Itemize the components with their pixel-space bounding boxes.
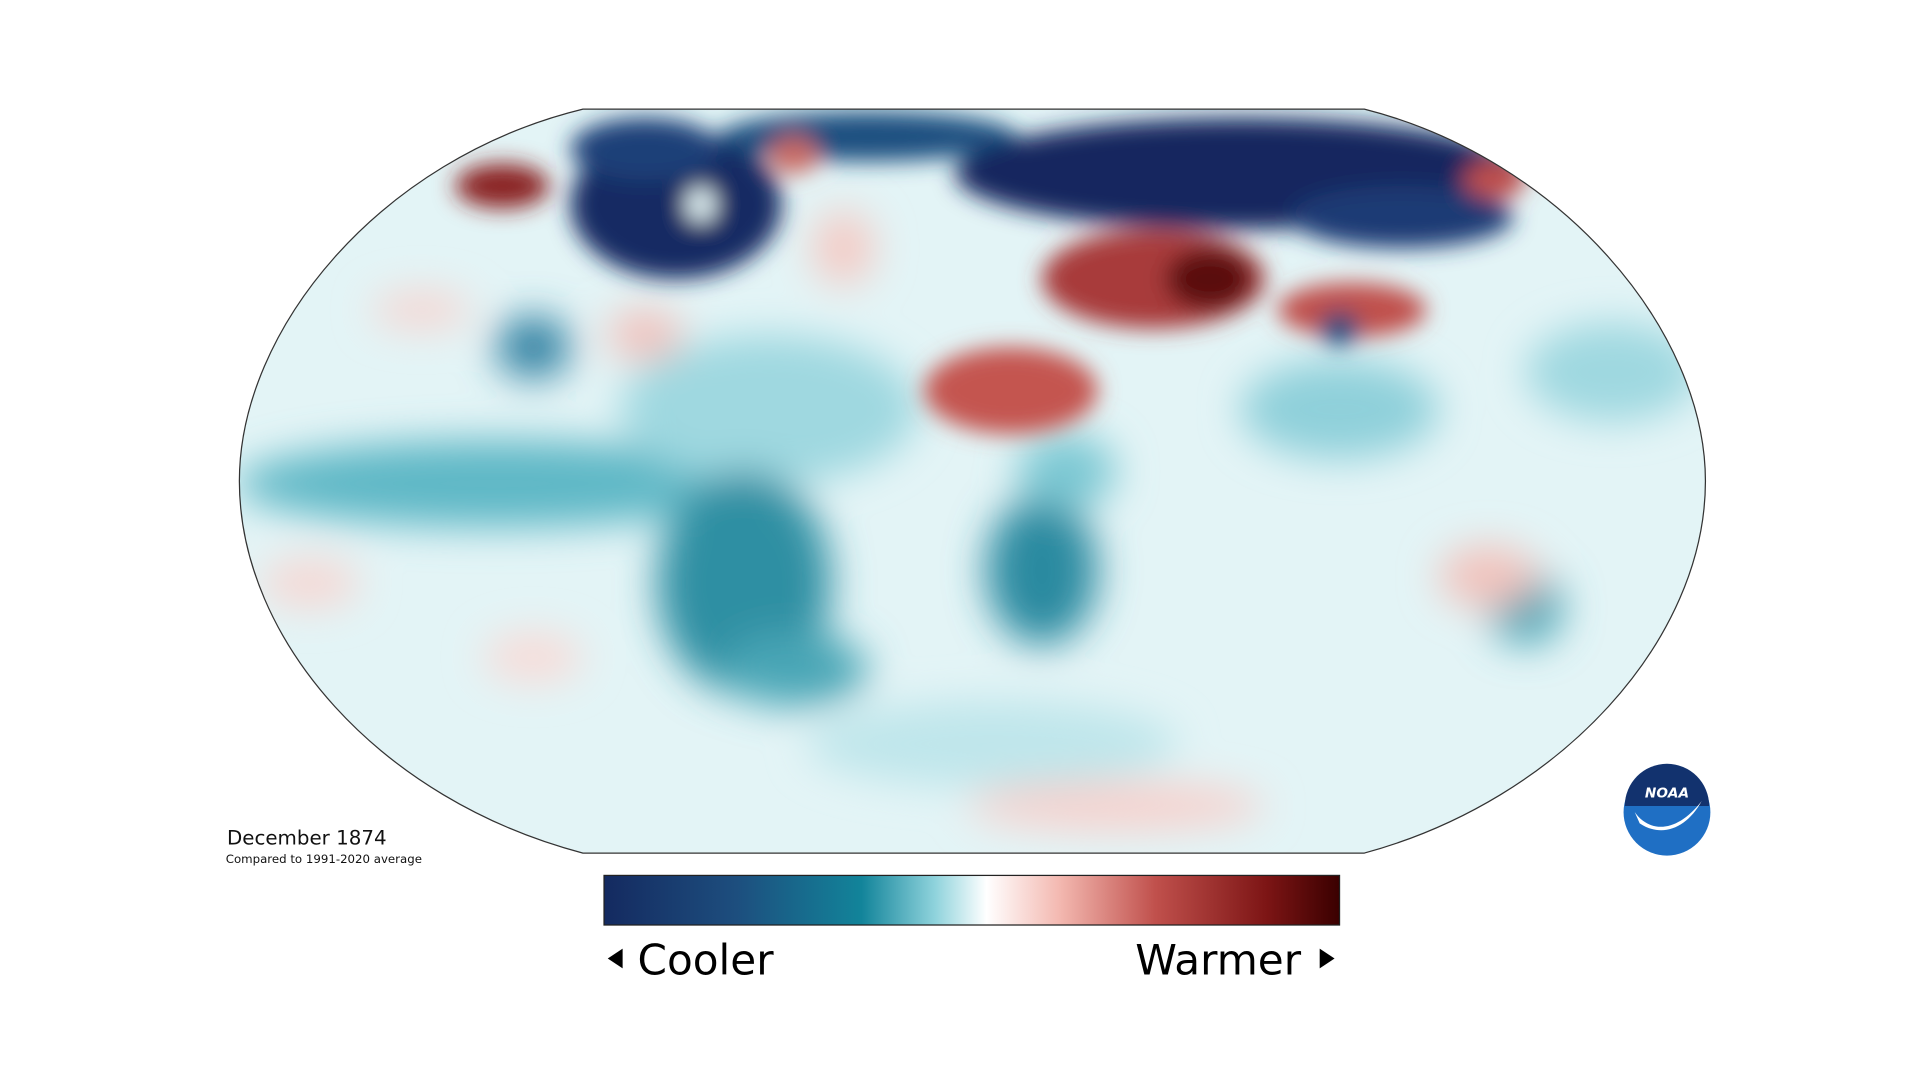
cooler-label: Cooler xyxy=(638,936,775,985)
logo-text: NOAA xyxy=(1645,785,1689,801)
map-title: December 1874 xyxy=(227,826,387,849)
noaa-logo: NOAA xyxy=(1623,763,1711,856)
cooler-arrow xyxy=(607,948,623,969)
map-subtitle: Compared to 1991-2020 average xyxy=(226,852,422,866)
anomaly-field xyxy=(239,109,1706,854)
color-scale xyxy=(603,874,1341,926)
warmer-label: Warmer xyxy=(1135,936,1301,985)
map-border xyxy=(238,108,1707,854)
warmer-arrow xyxy=(1319,948,1335,969)
